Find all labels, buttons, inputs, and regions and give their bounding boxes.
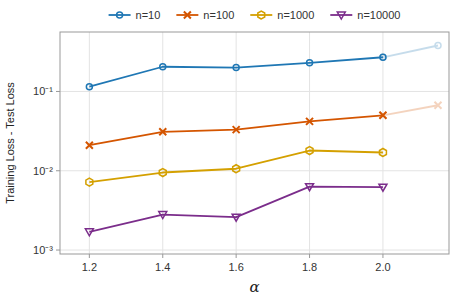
point (379, 148, 386, 156)
axes: 1.2 1.4 1.6 1.8 2.0 10⁻³ 10⁻² 10⁻¹ (33, 85, 390, 273)
x-tick (236, 254, 237, 258)
y-tick (56, 250, 60, 251)
point (160, 64, 166, 70)
series (85, 184, 387, 236)
series (86, 112, 387, 149)
point (233, 126, 240, 133)
x-tick (309, 254, 310, 258)
point (233, 165, 240, 173)
grid-line (60, 91, 449, 92)
point (159, 212, 167, 219)
series-line (89, 187, 383, 232)
y-tick (56, 170, 60, 171)
series-line (89, 115, 383, 145)
point (233, 65, 239, 71)
y-tick-label: 10⁻² (33, 165, 53, 177)
plot-frame (60, 32, 449, 254)
point (306, 184, 314, 191)
point (379, 112, 386, 119)
grid-line (162, 32, 163, 254)
legend-marker (258, 11, 265, 19)
legend-swatch (330, 14, 352, 16)
legend-item: n=100 (176, 9, 234, 21)
y-tick-label: 10⁻¹ (33, 85, 53, 97)
point (159, 169, 166, 177)
point (435, 42, 441, 48)
y-axis-label: Training Loss - Test Loss (4, 82, 16, 204)
point (307, 60, 313, 66)
point (159, 128, 166, 135)
point (86, 142, 93, 149)
grid-line (60, 250, 449, 251)
point (380, 54, 386, 60)
x-tick-label: 2.0 (375, 261, 390, 273)
point (434, 102, 441, 109)
point (306, 147, 313, 155)
legend-item: n=10 (109, 9, 161, 21)
legend-marker (117, 12, 123, 18)
grid (60, 32, 449, 254)
point (232, 214, 240, 221)
extension-series (380, 42, 441, 60)
legend: n=10 n=100 n=1000 n=10000 (109, 9, 401, 21)
legend-swatch (109, 14, 131, 16)
x-tick-label: 1.4 (155, 261, 170, 273)
legend-marker (184, 12, 191, 19)
point (306, 118, 313, 125)
series (86, 54, 386, 89)
x-tick (162, 254, 163, 258)
grid-line (89, 32, 90, 254)
y-tick (56, 91, 60, 92)
y-tick-label: 10⁻³ (33, 244, 53, 256)
point (86, 178, 93, 186)
grid-line (382, 32, 383, 254)
series-line (383, 46, 438, 58)
extension-series (379, 102, 441, 119)
chart: 1.2 1.4 1.6 1.8 2.0 10⁻³ 10⁻² 10⁻¹ α Training Los… (0, 0, 463, 300)
point (86, 84, 92, 90)
x-tick-label: 1.2 (82, 261, 97, 273)
legend-item: n=1000 (250, 9, 314, 21)
x-axis-label: α (249, 278, 259, 296)
point (379, 184, 387, 191)
series (86, 147, 387, 187)
legend-label: n=10 (136, 9, 161, 21)
x-tick (89, 254, 90, 258)
series-line (89, 151, 383, 183)
legend-label: n=100 (203, 9, 234, 21)
legend-item: n=10000 (330, 9, 400, 21)
x-tick-label: 1.6 (229, 261, 244, 273)
legend-swatch (250, 14, 272, 16)
point (85, 229, 93, 236)
series-line (89, 57, 383, 86)
legend-marker (337, 12, 345, 19)
legend-label: n=10000 (357, 9, 400, 21)
x-tick-label: 1.8 (302, 261, 317, 273)
x-tick (382, 254, 383, 258)
grid-line (60, 170, 449, 171)
plot-area (85, 42, 441, 235)
series-line (383, 105, 438, 115)
legend-label: n=1000 (277, 9, 314, 21)
